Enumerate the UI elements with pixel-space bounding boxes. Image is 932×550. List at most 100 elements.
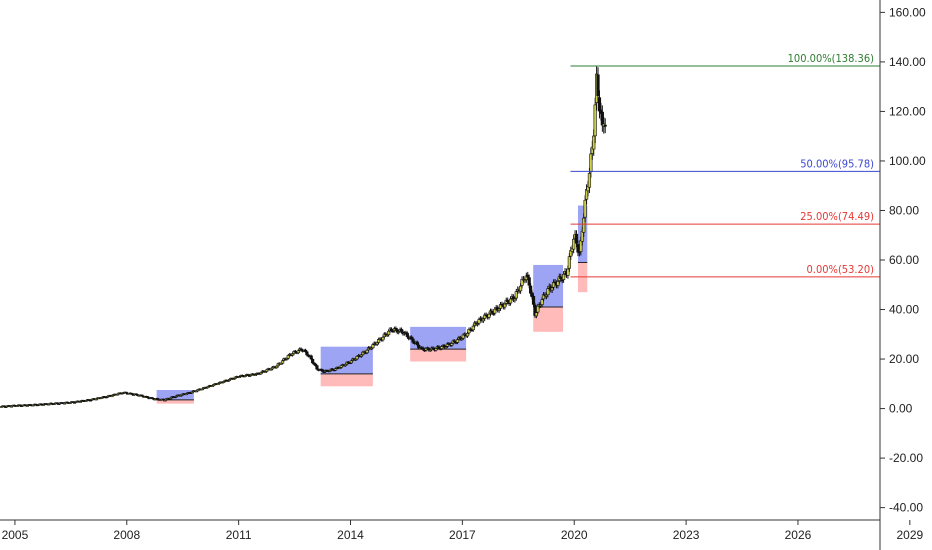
candle-body: [526, 274, 530, 278]
zone-blue-0: [156, 390, 194, 400]
candle-body: [531, 296, 536, 305]
y-tick-label: 160.00: [889, 5, 926, 19]
candle-body: [529, 285, 533, 294]
candle-body: [556, 281, 560, 286]
candle-body: [582, 217, 586, 233]
candle-body: [576, 244, 580, 253]
candle-body: [303, 349, 308, 352]
candle-body: [484, 314, 488, 317]
candle-body: [589, 153, 593, 173]
candle-body: [397, 331, 401, 333]
candle-body: [311, 359, 315, 364]
y-tick-label: 60.00: [889, 253, 919, 267]
candle-body: [523, 279, 527, 282]
candle-body: [550, 287, 554, 291]
candle-body: [321, 369, 325, 372]
candle-body: [296, 350, 300, 354]
x-tick-label: 2005: [2, 528, 29, 542]
y-tick-label: 120.00: [889, 104, 926, 118]
candle-body: [338, 367, 342, 369]
zone-red-1: [320, 373, 373, 387]
candle-body: [169, 397, 173, 400]
candle-body: [583, 199, 587, 218]
x-tick-label: 2029: [896, 528, 923, 542]
x-tick-label: 2008: [113, 528, 140, 542]
candle-body: [506, 299, 510, 303]
candle-body: [490, 310, 494, 313]
candle-body: [487, 313, 491, 318]
fib-label-3: 0.00%(53.20): [807, 263, 875, 276]
candle-body: [410, 336, 414, 339]
candle-body: [450, 343, 454, 346]
candle-body: [365, 349, 369, 354]
candle-body: [299, 348, 303, 351]
candle-body: [328, 370, 332, 372]
y-tick-label: 40.00: [889, 303, 919, 317]
candle-body: [534, 312, 538, 317]
candle-body: [369, 347, 374, 350]
candle-body: [184, 393, 189, 396]
candle-body: [359, 354, 364, 357]
candle-body: [596, 74, 600, 96]
y-tick-label: 140.00: [889, 55, 926, 69]
candle-body: [444, 346, 448, 349]
x-tick-label: 2023: [673, 528, 700, 542]
y-tick-label: 80.00: [889, 203, 919, 217]
candle-body: [518, 285, 523, 292]
candle-body: [375, 342, 379, 345]
candle-body: [415, 341, 419, 346]
fib-label-1: 50.00%(95.78): [800, 157, 874, 170]
candle-body: [305, 351, 309, 356]
candle-body: [434, 348, 438, 351]
candle-body: [600, 111, 604, 126]
candle-body: [577, 251, 582, 254]
y-tick-label: -20.00: [889, 451, 923, 465]
candle-body: [237, 376, 242, 378]
candle-body: [355, 356, 359, 360]
candle-body: [387, 330, 391, 336]
candle-body: [285, 358, 289, 360]
fib-label-0: 100.00%(138.36): [788, 52, 875, 65]
candle-body: [603, 124, 607, 127]
candle-body: [481, 318, 485, 322]
candle-body: [540, 299, 544, 305]
candle-body: [275, 365, 279, 369]
candle-body: [286, 355, 290, 359]
candle-body: [567, 256, 571, 269]
candle-body: [411, 338, 415, 343]
zone-red-2: [410, 349, 467, 362]
zone-red-0: [156, 399, 194, 404]
candle-body: [222, 381, 226, 383]
candle-body: [553, 281, 557, 284]
x-tick-label: 2020: [561, 528, 588, 542]
candle-body: [592, 135, 596, 150]
candle-body: [587, 173, 592, 188]
candle-body: [421, 347, 425, 350]
candle-body: [265, 369, 269, 372]
y-tick-label: 20.00: [889, 352, 919, 366]
candle-body: [440, 346, 444, 349]
candle-body: [389, 328, 394, 331]
candle-body: [460, 338, 464, 340]
candle-body: [399, 329, 404, 332]
x-tick-label: 2017: [449, 528, 476, 542]
candle-body: [491, 313, 495, 315]
candle-body: [259, 372, 263, 375]
y-tick-label: 100.00: [889, 154, 926, 168]
candle-body: [477, 319, 481, 324]
candle-body: [574, 233, 579, 244]
candle-body: [562, 274, 566, 280]
candle-body: [354, 358, 358, 361]
series-layer: [0, 66, 607, 408]
candle-body: [527, 277, 531, 286]
y-tick-label: -40.00: [889, 501, 923, 515]
candle-body: [394, 327, 398, 330]
candle-body: [475, 323, 480, 325]
candle-body: [140, 394, 144, 397]
candle-body: [508, 298, 513, 304]
candle-body: [493, 308, 497, 314]
candle-body: [206, 386, 210, 389]
x-tick-label: 2026: [785, 528, 812, 542]
